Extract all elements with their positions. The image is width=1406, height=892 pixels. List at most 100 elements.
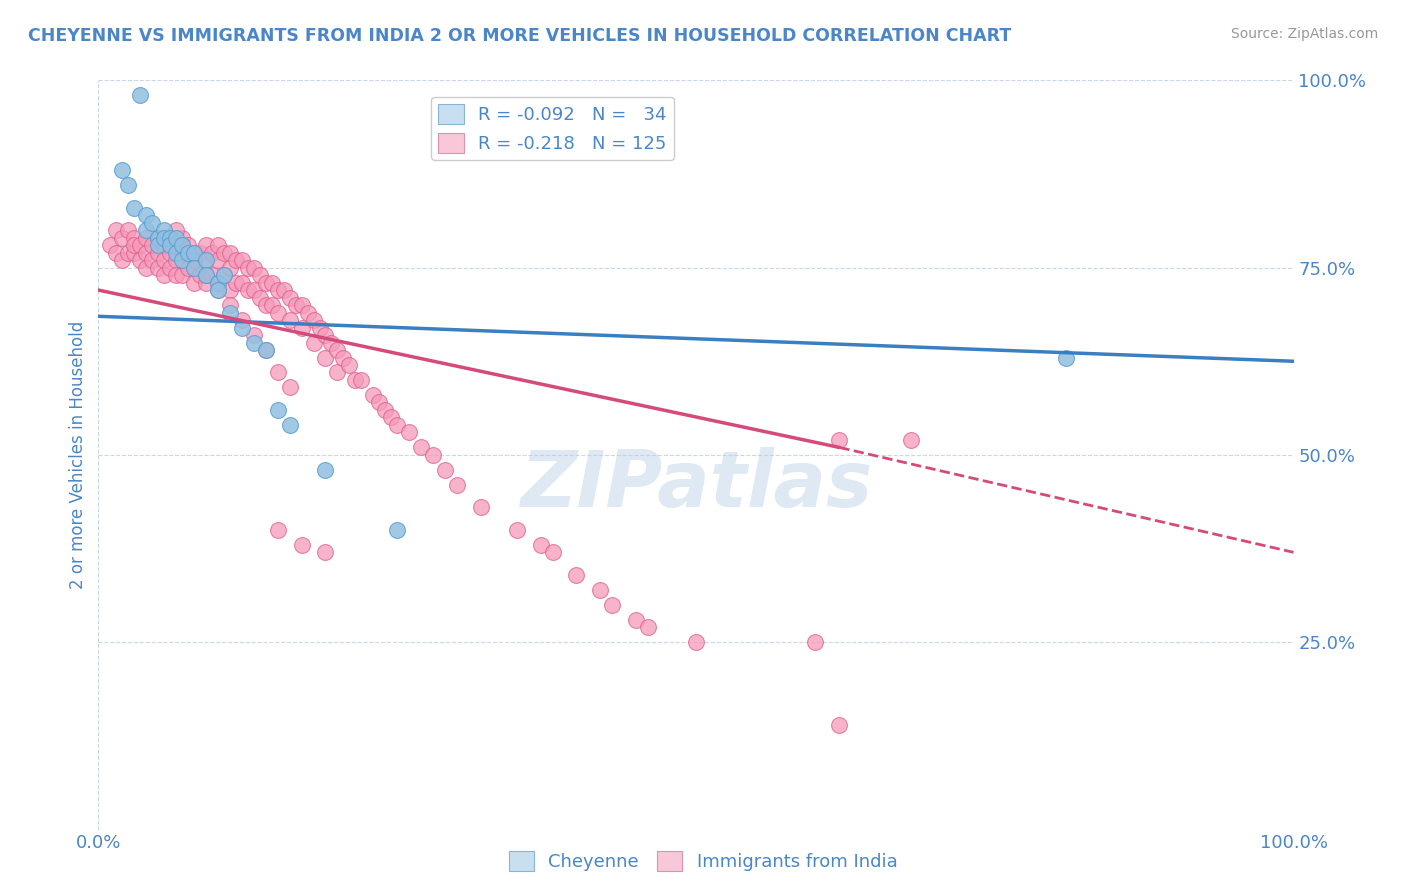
Point: [385, 417, 409, 432]
Point: [153, 268, 176, 282]
Point: [129, 253, 152, 268]
Point: [159, 230, 181, 244]
Point: [201, 268, 224, 282]
Point: [291, 320, 314, 334]
Point: [602, 598, 624, 612]
Point: [339, 358, 361, 372]
Point: [297, 305, 319, 319]
Point: [278, 291, 301, 305]
Point: [172, 238, 194, 252]
Point: [278, 380, 301, 394]
Point: [302, 335, 325, 350]
Point: [254, 343, 277, 357]
Point: [207, 238, 229, 252]
Point: [153, 253, 176, 268]
Point: [201, 245, 224, 260]
Point: [98, 238, 122, 252]
Point: [188, 245, 211, 260]
Point: [278, 417, 301, 432]
Point: [159, 230, 181, 244]
Point: [267, 523, 290, 537]
Point: [315, 463, 337, 477]
Point: [172, 268, 194, 282]
Point: [148, 260, 170, 275]
Point: [254, 343, 277, 357]
Point: [219, 298, 242, 312]
Point: [243, 328, 266, 343]
Point: [315, 351, 337, 365]
Point: [212, 268, 235, 282]
Point: [828, 433, 851, 447]
Point: [344, 373, 367, 387]
Point: [541, 545, 564, 559]
Point: [148, 238, 170, 252]
Point: [385, 523, 409, 537]
Point: [105, 245, 128, 260]
Point: [195, 238, 218, 252]
Point: [207, 276, 229, 290]
Point: [446, 478, 468, 492]
Point: [470, 500, 492, 515]
Point: [124, 238, 146, 252]
Point: [183, 245, 205, 260]
Point: [219, 305, 242, 319]
Point: [565, 567, 588, 582]
Point: [249, 268, 271, 282]
Point: [177, 260, 200, 275]
Point: [165, 268, 187, 282]
Point: [434, 463, 457, 477]
Point: [195, 253, 218, 268]
Point: [637, 620, 659, 634]
Text: ZIPatlas: ZIPatlas: [520, 447, 872, 523]
Point: [284, 298, 307, 312]
Point: [249, 291, 271, 305]
Point: [105, 223, 128, 237]
Point: [225, 276, 247, 290]
Point: [141, 238, 163, 252]
Y-axis label: 2 or more Vehicles in Household: 2 or more Vehicles in Household: [69, 321, 87, 589]
Point: [165, 245, 187, 260]
Point: [374, 403, 396, 417]
Point: [153, 238, 176, 252]
Point: [212, 245, 235, 260]
Point: [183, 253, 205, 268]
Point: [332, 351, 354, 365]
Point: [124, 201, 146, 215]
Point: [153, 223, 176, 237]
Point: [219, 283, 242, 297]
Point: [177, 238, 200, 252]
Point: [117, 223, 139, 237]
Legend: Cheyenne, Immigrants from India: Cheyenne, Immigrants from India: [502, 844, 904, 879]
Point: [243, 335, 266, 350]
Point: [231, 276, 253, 290]
Point: [172, 230, 194, 244]
Point: [165, 238, 187, 252]
Point: [243, 283, 266, 297]
Point: [207, 276, 229, 290]
Point: [111, 230, 134, 244]
Point: [135, 230, 157, 244]
Point: [183, 276, 205, 290]
Point: [195, 253, 218, 268]
Point: [129, 238, 152, 252]
Point: [117, 178, 139, 193]
Point: [159, 260, 181, 275]
Point: [195, 268, 218, 282]
Point: [159, 238, 181, 252]
Point: [260, 276, 283, 290]
Point: [165, 223, 187, 237]
Point: [135, 245, 157, 260]
Point: [207, 253, 229, 268]
Point: [243, 260, 266, 275]
Text: Source: ZipAtlas.com: Source: ZipAtlas.com: [1230, 27, 1378, 41]
Point: [278, 313, 301, 327]
Point: [422, 448, 444, 462]
Point: [267, 283, 290, 297]
Point: [530, 538, 553, 552]
Point: [124, 245, 146, 260]
Point: [380, 410, 402, 425]
Point: [135, 223, 157, 237]
Point: [363, 388, 385, 402]
Text: CHEYENNE VS IMMIGRANTS FROM INDIA 2 OR MORE VEHICLES IN HOUSEHOLD CORRELATION CH: CHEYENNE VS IMMIGRANTS FROM INDIA 2 OR M…: [28, 27, 1011, 45]
Point: [129, 88, 152, 103]
